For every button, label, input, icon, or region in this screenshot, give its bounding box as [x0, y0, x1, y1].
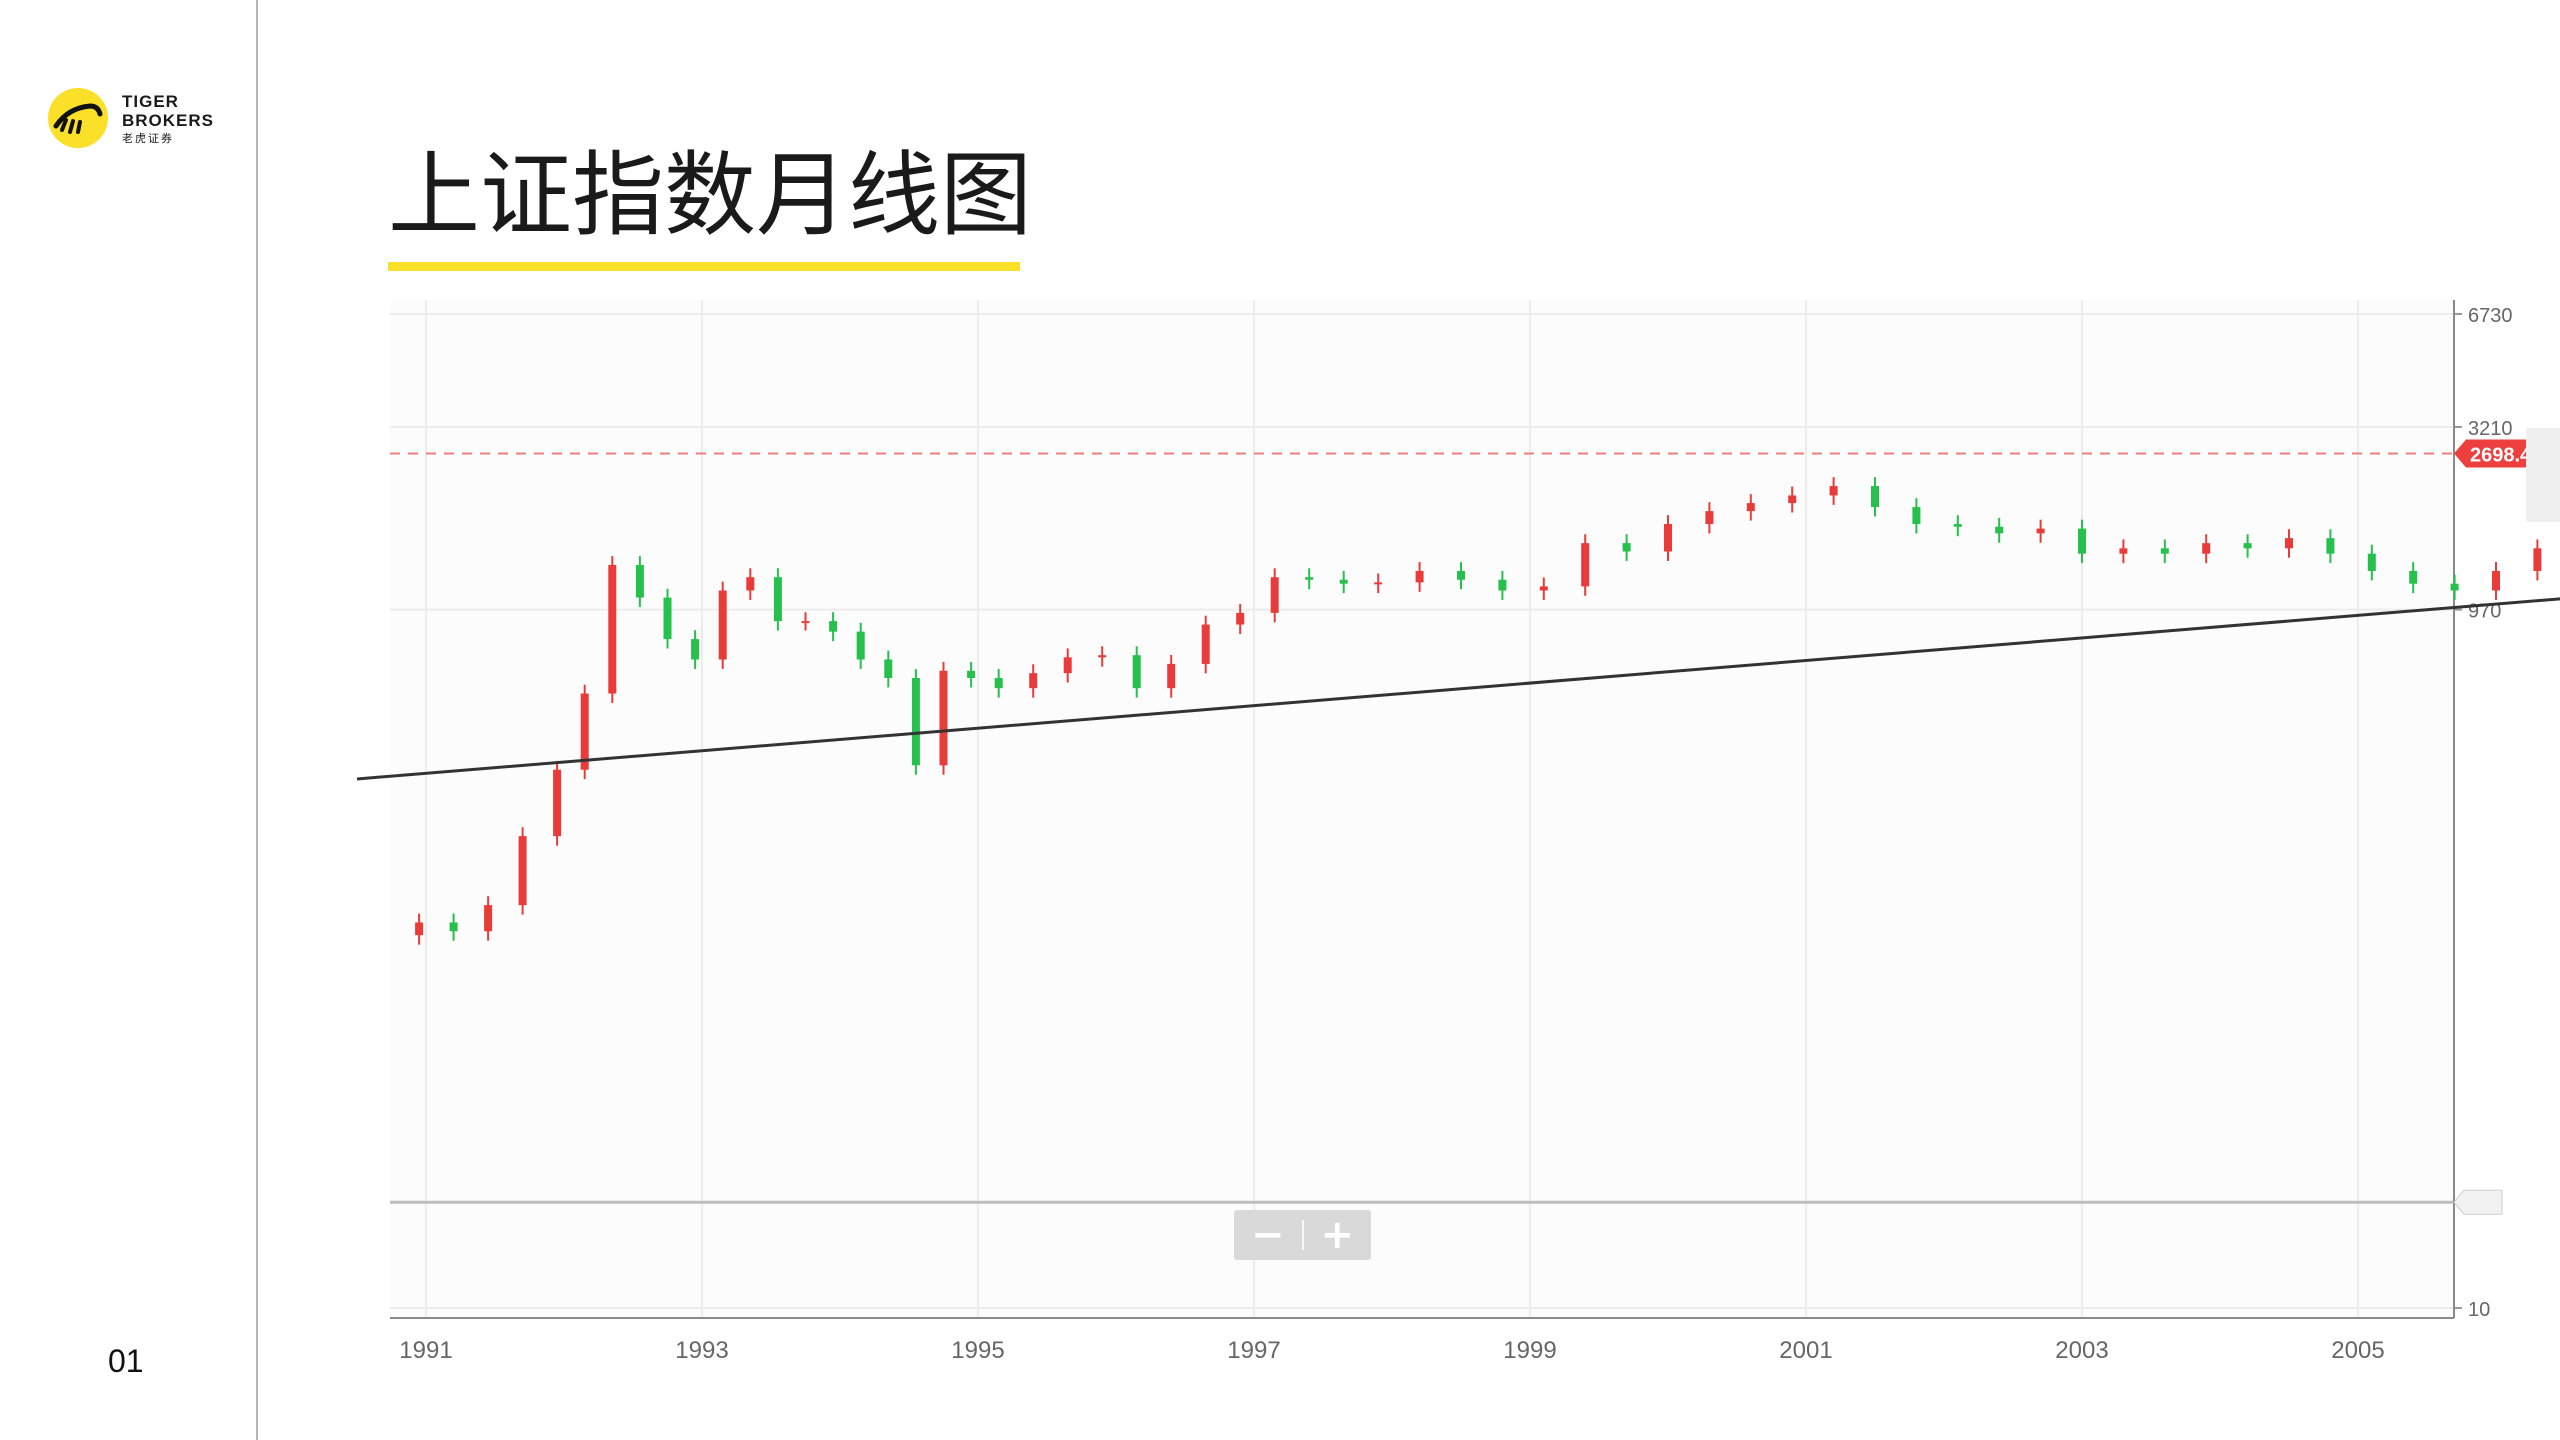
zoom-control[interactable]: − + — [1234, 1210, 1371, 1260]
candle-body — [1539, 586, 1548, 591]
candle-body — [1236, 612, 1245, 625]
candle-body — [1581, 543, 1590, 587]
candle-body — [1705, 511, 1714, 525]
candle-body — [1871, 486, 1879, 508]
candle-body — [1746, 503, 1755, 512]
candle-body — [1063, 657, 1072, 674]
title-underline — [388, 262, 1020, 271]
x-tick-label: 2001 — [1779, 1337, 1832, 1364]
candle-body — [2119, 548, 2128, 554]
candle-body — [415, 922, 424, 936]
candle-body — [1098, 655, 1107, 658]
candle-body — [2450, 583, 2459, 591]
candle-body — [580, 693, 589, 770]
brand-name-line1: TIGER — [122, 92, 179, 111]
candle-body — [2492, 570, 2500, 591]
zoom-separator — [1301, 1220, 1304, 1250]
candle-body — [2285, 538, 2293, 549]
candle-body — [2036, 528, 2045, 534]
slide-title: 上证指数月线图 — [388, 142, 1033, 249]
candle-body — [1305, 577, 1314, 580]
candle-body — [1498, 579, 1507, 591]
candle-body — [2533, 548, 2542, 571]
x-tick-label: 2003 — [2055, 1337, 2108, 1364]
candle-body — [484, 905, 493, 932]
sidebar-divider — [256, 0, 258, 1440]
tiger-logo-icon — [48, 88, 108, 148]
zoom-in-button[interactable]: + — [1320, 1212, 1354, 1258]
candle-body — [2202, 543, 2211, 554]
candle-body — [608, 564, 617, 694]
candle-body — [1664, 524, 1672, 552]
candle-body — [2367, 553, 2376, 571]
candle-body — [801, 621, 810, 624]
brand-name-line2: BROKERS — [122, 111, 215, 130]
candle-body — [1374, 582, 1383, 585]
candle-body — [663, 597, 672, 640]
candle-body — [856, 631, 865, 660]
brand-name: TIGER BROKERS 老虎证券 — [122, 92, 214, 149]
x-tick-label: 1991 — [399, 1337, 452, 1364]
page-number: 01 — [108, 1343, 144, 1379]
candle-body — [691, 639, 700, 660]
candle-body — [449, 922, 458, 932]
candle-body — [1829, 486, 1838, 496]
brand-name-cn: 老虎证券 — [122, 133, 174, 145]
x-tick-label: 1999 — [1503, 1337, 1556, 1364]
last-price-label: 2698.47 — [2470, 445, 2542, 467]
plot-area — [390, 300, 2454, 1318]
y-tick-label: 6730 — [2468, 305, 2513, 327]
candle-body — [1912, 507, 1921, 525]
candle-body — [1029, 673, 1038, 689]
candle-body — [884, 659, 893, 679]
candle-body — [1339, 579, 1348, 584]
candle-body — [1167, 663, 1176, 689]
x-tick-label: 1993 — [675, 1337, 728, 1364]
scale-handle-tag — [2453, 1189, 2503, 1215]
candle-body — [911, 678, 920, 766]
candle-body — [939, 670, 948, 766]
candle-body — [994, 678, 1003, 689]
candle-body — [1415, 570, 1424, 583]
candle-body — [829, 621, 838, 632]
candle-body — [1201, 624, 1210, 664]
x-tick-label: 2005 — [2331, 1337, 2384, 1364]
candle-body — [2326, 538, 2335, 554]
x-tick-label: 1995 — [951, 1337, 1004, 1364]
candle-body — [1270, 577, 1279, 613]
x-tick-label: 1997 — [1227, 1337, 1280, 1364]
trendline — [356, 597, 2560, 781]
zoom-out-button[interactable]: − — [1250, 1212, 1285, 1258]
candle-body — [2078, 528, 2086, 554]
candle-body — [518, 836, 527, 906]
y-tick-label: 10 — [2468, 1299, 2490, 1321]
candle-body — [746, 577, 755, 591]
candle-body — [1132, 655, 1141, 689]
candle-body — [1953, 524, 1962, 527]
candle-body — [967, 670, 976, 679]
candle-body — [2160, 548, 2169, 554]
side-panel-tab[interactable] — [2526, 428, 2560, 522]
y-tick-label: 3210 — [2468, 418, 2513, 440]
candle-body — [553, 769, 562, 837]
candle-body — [718, 590, 727, 660]
candle-body — [773, 577, 782, 622]
candle-body — [1457, 570, 1465, 580]
last-price-tag — [2454, 439, 2546, 468]
candle-body — [1995, 526, 2004, 534]
candle-body — [2243, 543, 2252, 549]
candle-body — [1622, 543, 1631, 552]
candle-body — [635, 564, 644, 598]
candle-body — [2409, 570, 2418, 584]
candle-body — [1788, 495, 1797, 504]
